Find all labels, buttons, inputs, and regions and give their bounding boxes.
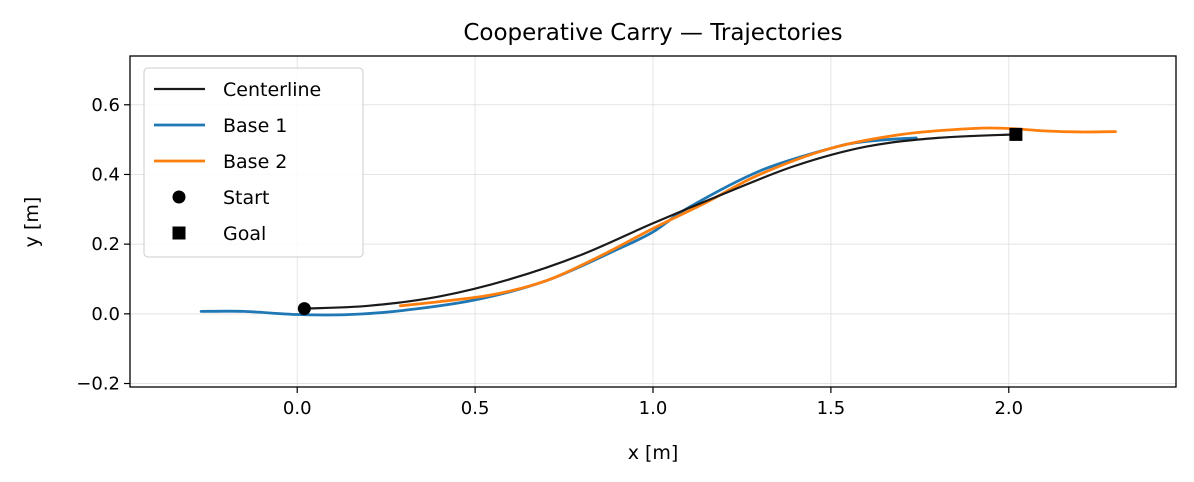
y-tick-label: −0.2 [76,374,120,395]
y-tick-label: 0.4 [91,164,120,185]
legend-label-start: Start [223,187,269,209]
x-tick-label: 0.5 [461,398,490,419]
point-markers [297,127,1023,316]
legend-swatch-goal [172,226,186,240]
x-tick-label: 1.5 [817,398,846,419]
x-axis-label: x [m] [628,442,679,464]
legend: Centerline Base 1 Base 2 Start Goal [143,67,364,258]
legend-label-goal: Goal [223,223,266,245]
goal-marker [1009,127,1023,141]
y-tick-label: 0.2 [91,234,120,255]
x-tick-label: 2.0 [994,398,1023,419]
start-marker [297,302,311,316]
x-tick-label: 1.0 [639,398,668,419]
chart-title: Cooperative Carry — Trajectories [463,20,842,46]
series-lines [199,126,1117,317]
series-line-centerline [303,133,1017,310]
legend-label-base-1: Base 1 [223,115,287,137]
axis-ticks: 0.0 0.5 1.0 1.5 2.0 −0.2 0.0 0.2 0.4 0.6 [76,95,1023,419]
y-axis-label: y [m] [21,197,43,248]
legend-label-base-2: Base 2 [223,151,287,173]
y-tick-label: 0.6 [91,95,120,116]
legend-box [143,67,364,258]
y-tick-label: 0.0 [91,304,120,325]
x-tick-label: 0.0 [283,398,312,419]
legend-label-centerline: Centerline [223,79,321,101]
series-line-base-2 [398,126,1117,308]
legend-swatch-start [172,190,186,204]
